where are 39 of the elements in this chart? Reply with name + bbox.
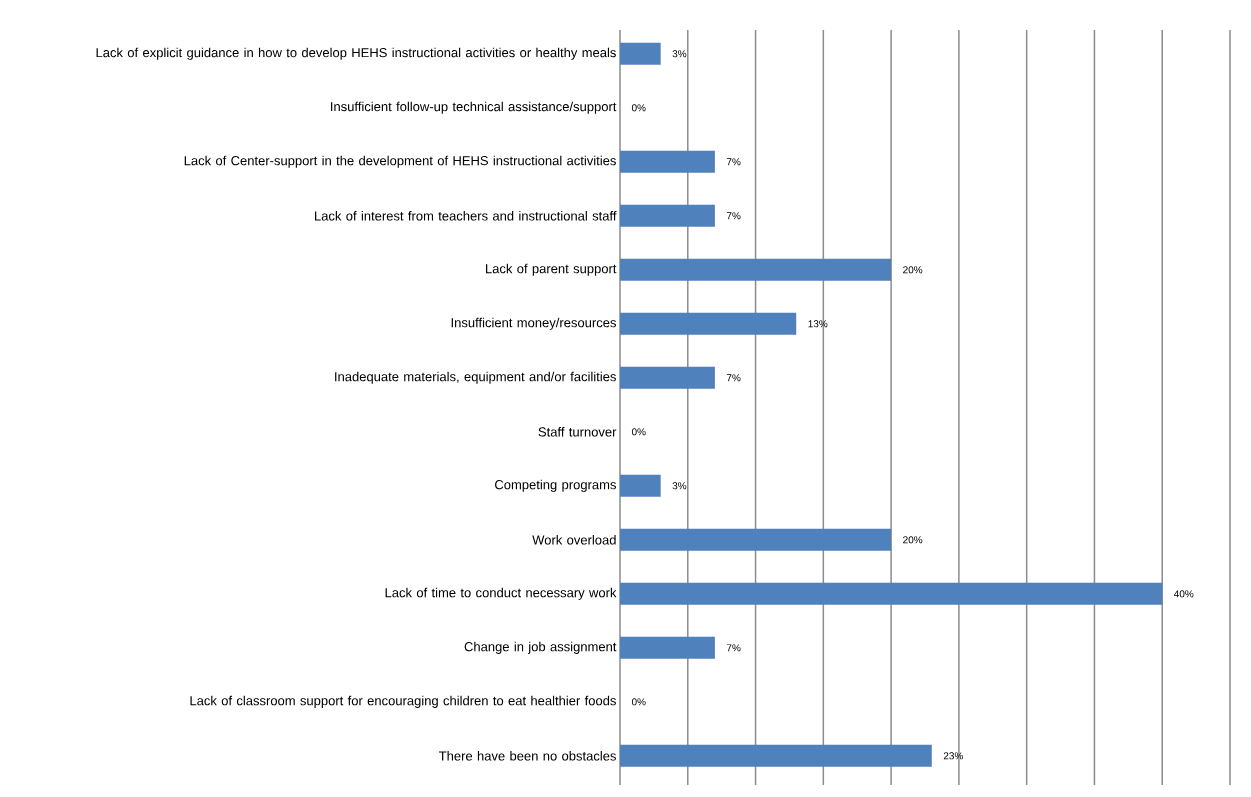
data-label: 13%: [808, 320, 828, 328]
data-label: 0%: [631, 428, 646, 436]
data-label: 3%: [672, 50, 687, 58]
data-label: 20%: [903, 266, 923, 274]
data-label: 0%: [631, 698, 646, 706]
y-tick-label: Insufficient follow-up technical assistance/support: [331, 101, 617, 114]
y-tick-label: Lack of time to conduct necessary work: [385, 587, 617, 600]
data-label: 7%: [726, 644, 741, 652]
y-tick-label: Lack of interest from teachers and instructional staff: [315, 211, 617, 221]
y-tick-label: Lack of Center-support in the development of HEHS instructional activities: [184, 155, 616, 168]
bar: [620, 258, 892, 281]
y-tick-label: Lack of explicit guidance in how to develop HEHS instructional activities or healthy meals: [96, 47, 616, 60]
bar: [620, 744, 932, 767]
y-tick-label: Staff turnover: [538, 427, 617, 437]
bar: [620, 150, 715, 173]
data-label: 7%: [726, 374, 741, 382]
bar: [620, 474, 661, 497]
y-tick-label: Work overload: [532, 535, 616, 545]
bar: [620, 42, 661, 65]
data-label: 0%: [631, 104, 646, 112]
data-label: 23%: [943, 752, 963, 760]
y-tick-label: Change in job assignment: [464, 641, 617, 654]
data-label: 7%: [726, 158, 741, 166]
data-label: 40%: [1173, 590, 1194, 598]
data-label: 7%: [726, 212, 741, 220]
bar: [620, 528, 892, 551]
bar: [620, 582, 1163, 605]
y-tick-label: Inadequate materials, equipment and/or facilities: [335, 371, 616, 384]
y-tick-label: Competing programs: [495, 479, 616, 492]
data-label: 3%: [672, 482, 687, 490]
bar: [620, 204, 715, 227]
bar: [620, 636, 715, 659]
bar: [620, 312, 797, 335]
data-label: 20%: [903, 536, 923, 544]
y-tick-label: Lack of classroom support for encouraging children to eat healthier foods: [190, 695, 616, 708]
bar: [620, 366, 715, 389]
y-tick-label: There have been no obstacles: [439, 751, 616, 761]
y-tick-label: Lack of parent support: [486, 263, 617, 276]
y-tick-label: Insufficient money/resources: [451, 317, 616, 330]
